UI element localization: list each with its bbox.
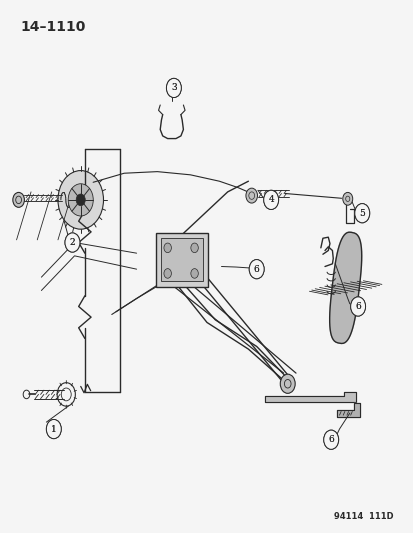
Circle shape: [46, 419, 61, 439]
Circle shape: [65, 233, 80, 252]
Text: 6: 6: [354, 302, 360, 311]
Text: 94114  111D: 94114 111D: [333, 512, 392, 521]
Text: 3: 3: [171, 84, 176, 92]
Circle shape: [245, 188, 257, 203]
FancyBboxPatch shape: [156, 233, 208, 287]
Polygon shape: [337, 403, 359, 417]
Circle shape: [166, 78, 181, 98]
Circle shape: [190, 269, 198, 278]
Text: 5: 5: [358, 209, 364, 217]
Text: 1: 1: [51, 425, 57, 433]
Text: 6: 6: [328, 435, 333, 444]
Text: 14–1110: 14–1110: [21, 20, 86, 34]
Circle shape: [263, 190, 278, 209]
Circle shape: [190, 243, 198, 253]
Text: 2: 2: [69, 238, 75, 247]
Circle shape: [65, 233, 80, 252]
Circle shape: [76, 194, 85, 206]
Circle shape: [164, 269, 171, 278]
Circle shape: [13, 192, 24, 207]
Circle shape: [350, 297, 365, 316]
Text: 3: 3: [171, 84, 176, 92]
Text: 1: 1: [51, 425, 57, 433]
Circle shape: [58, 171, 103, 229]
Circle shape: [354, 204, 369, 223]
Text: 6: 6: [354, 302, 360, 311]
Polygon shape: [264, 392, 355, 402]
Text: 6: 6: [328, 435, 333, 444]
Circle shape: [323, 430, 338, 449]
Circle shape: [354, 204, 369, 223]
Circle shape: [166, 78, 181, 98]
Circle shape: [280, 374, 294, 393]
Circle shape: [342, 192, 352, 205]
Text: 6: 6: [253, 265, 259, 273]
Circle shape: [249, 260, 263, 279]
Text: 5: 5: [358, 209, 364, 217]
Circle shape: [323, 430, 338, 449]
Text: 2: 2: [69, 238, 75, 247]
Text: 6: 6: [253, 265, 259, 273]
Circle shape: [249, 260, 263, 279]
FancyBboxPatch shape: [161, 238, 202, 281]
Circle shape: [350, 297, 365, 316]
Circle shape: [164, 243, 171, 253]
Circle shape: [263, 190, 278, 209]
Circle shape: [46, 419, 61, 439]
Polygon shape: [329, 232, 361, 343]
Circle shape: [68, 184, 93, 216]
Text: 4: 4: [268, 196, 273, 204]
Text: 4: 4: [268, 196, 273, 204]
